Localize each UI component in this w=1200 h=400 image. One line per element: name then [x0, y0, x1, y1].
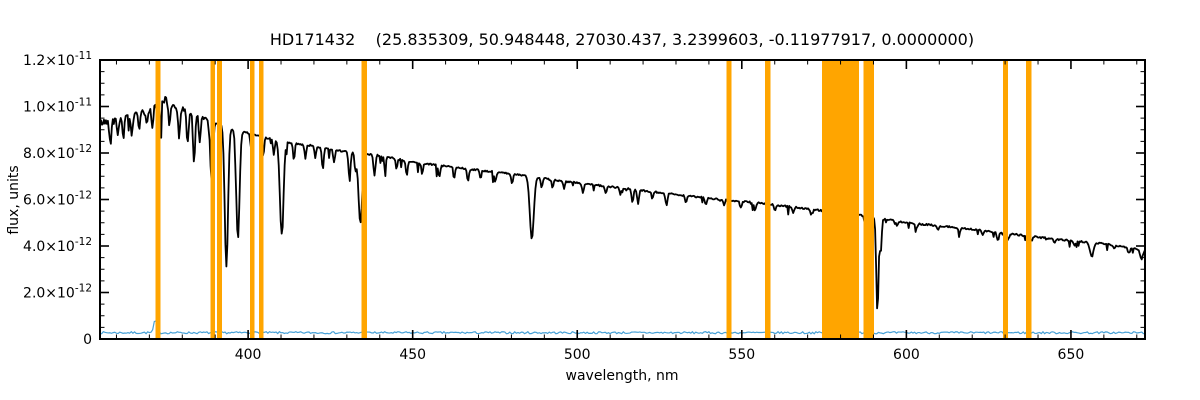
- masked-band: [822, 61, 859, 338]
- x-tick-label: 400: [235, 347, 262, 363]
- spectrum-line: [99, 95, 1146, 310]
- x-tick-label: 450: [399, 347, 426, 363]
- masked-band: [155, 61, 161, 338]
- masked-bands: [155, 61, 1032, 338]
- masked-band: [250, 61, 255, 338]
- y-tick-label: 4.0×10-12: [23, 236, 92, 255]
- y-tick-label: 8.0×10-12: [23, 143, 92, 162]
- y-tick-label: 2.0×10-12: [23, 283, 92, 302]
- x-axis-label: wavelength, nm: [566, 368, 679, 384]
- y-tick-label: 0: [83, 332, 92, 348]
- masked-band: [765, 61, 771, 338]
- x-tick-label: 500: [564, 347, 591, 363]
- tick-labels: 400 450 500 550 600 650 0 2.0×10-12 4.0×10-12 6.0…: [23, 50, 1084, 363]
- x-tick-label: 650: [1058, 347, 1085, 363]
- axis-frame-and-ticks: [99, 59, 1146, 340]
- y-axis-label: flux, units: [6, 165, 22, 234]
- masked-band: [1002, 61, 1009, 338]
- x-tick-label: 550: [728, 347, 755, 363]
- masked-band: [863, 61, 875, 338]
- y-tick-label: 1.0×10-11: [23, 97, 92, 116]
- masked-band: [726, 61, 732, 338]
- masked-band: [361, 61, 367, 338]
- masked-band: [210, 61, 215, 338]
- y-tick-label: 6.0×10-12: [23, 190, 92, 209]
- plot-frame: [99, 59, 1146, 340]
- chart-title: HD171432 (25.835309, 50.948448, 27030.43…: [270, 30, 974, 49]
- plot-layers: 400 450 500 550 600 650 0 2.0×10-12 4.0×10-12 6.0…: [23, 50, 1146, 363]
- masked-band: [217, 61, 222, 338]
- x-tick-label: 600: [893, 347, 920, 363]
- masked-band: [1026, 61, 1032, 338]
- masked-band: [258, 61, 264, 338]
- error-series: [99, 320, 1146, 335]
- y-tick-label: 1.2×10-11: [23, 50, 92, 69]
- spectrum-series: [99, 95, 1146, 310]
- error-line: [99, 320, 1146, 335]
